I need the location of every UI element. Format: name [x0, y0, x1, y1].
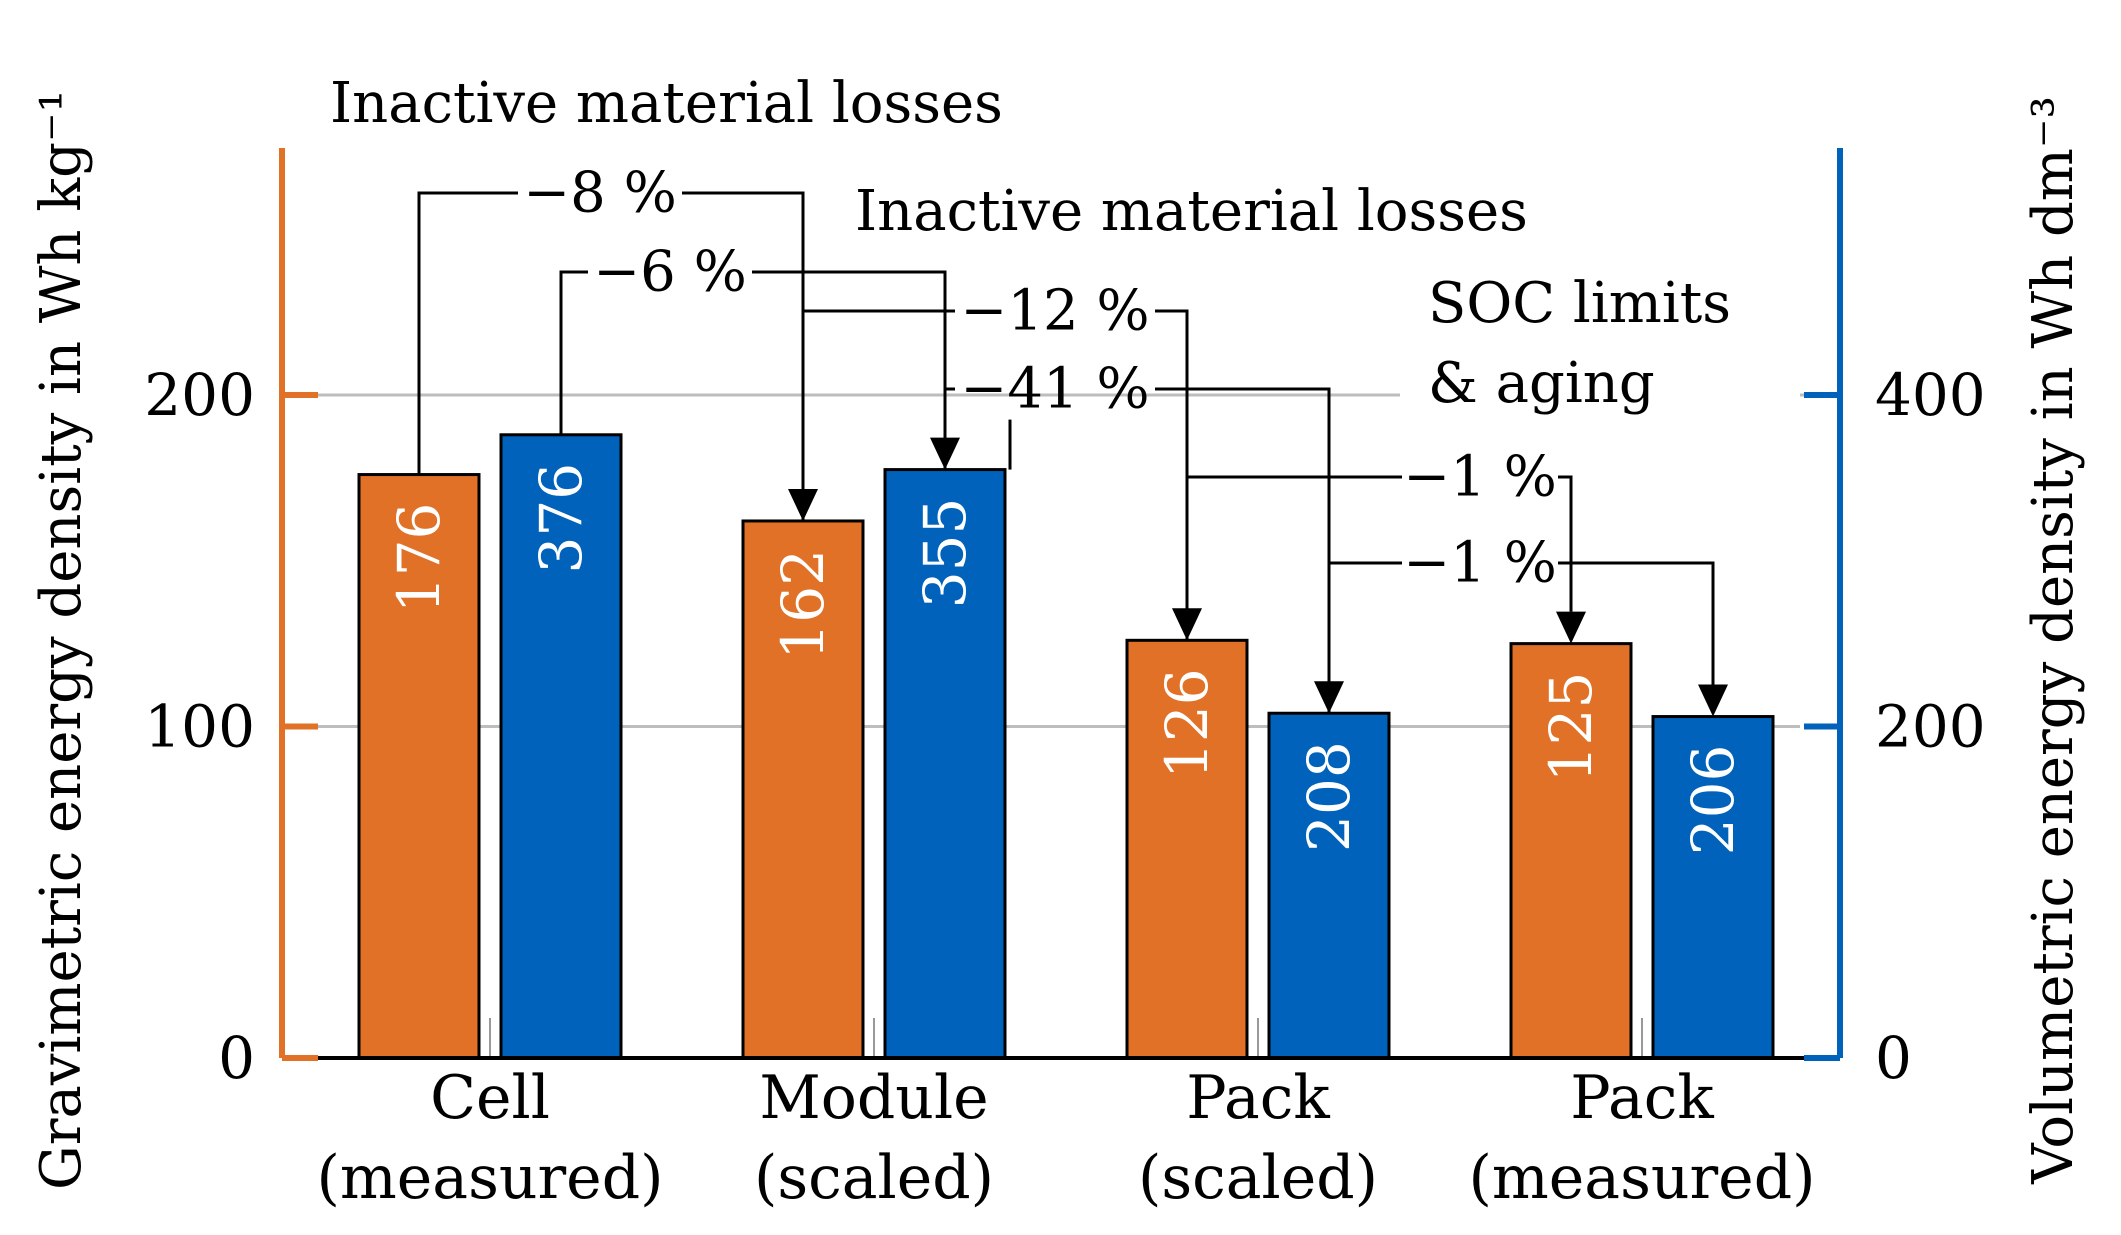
right-tick-label: 200 — [1875, 693, 1986, 761]
chart-text: 176 162 126 125 376 355 208 206 0 100 200 0 200 400 Ce… — [29, 71, 2086, 1213]
bar-value-label: 376 — [527, 463, 595, 574]
change-label: −41 % — [960, 357, 1149, 422]
right-tick-label: 400 — [1875, 361, 1986, 429]
arrow-line — [1558, 475, 1573, 612]
category-label: (scaled) — [754, 1143, 994, 1213]
arrow-line — [943, 387, 955, 470]
change-label: −1 % — [1403, 445, 1557, 510]
category-label: (measured) — [316, 1143, 663, 1213]
arrow-line — [752, 270, 947, 438]
category-label: Pack — [1186, 1063, 1330, 1133]
bar-value-label: 208 — [1295, 741, 1363, 852]
left-tick-label: 100 — [144, 693, 255, 761]
annotation-label: & aging — [1428, 351, 1655, 416]
bar-value-label: 125 — [1537, 672, 1605, 783]
category-label: (scaled) — [1138, 1143, 1378, 1213]
left-tick-label: 200 — [144, 361, 255, 429]
right-axis-title: Volumetric energy density in Wh dm⁻³ — [2021, 96, 2086, 1185]
axes — [279, 148, 1843, 1061]
volumetric-bar — [883, 468, 1007, 1060]
bar-value-label: 176 — [385, 503, 453, 614]
change-arrows — [417, 191, 1728, 717]
arrow-line — [1155, 309, 1189, 609]
category-label: Pack — [1570, 1063, 1714, 1133]
category-label: (measured) — [1468, 1143, 1815, 1213]
annotation-label: Inactive material losses — [855, 179, 1528, 244]
bar-value-label: 162 — [769, 549, 837, 660]
volumetric-bar — [499, 433, 623, 1060]
left-tick-label: 0 — [218, 1024, 255, 1092]
arrow-line — [682, 191, 805, 489]
arrow-line — [1155, 387, 1331, 682]
arrow-line — [1185, 475, 1402, 641]
change-label: −1 % — [1403, 531, 1557, 596]
arrow-line — [1327, 561, 1402, 714]
category-label: Cell — [430, 1063, 550, 1133]
volumetric-bar — [1651, 715, 1775, 1060]
category-label: Module — [759, 1063, 988, 1133]
bar-value-label: 206 — [1679, 745, 1747, 856]
annotation-label: Inactive material losses — [330, 71, 1003, 136]
left-axis-title: Gravimetric energy density in Wh kg⁻¹ — [29, 90, 94, 1190]
change-label: −12 % — [960, 279, 1149, 344]
arrow-head — [1698, 684, 1728, 717]
change-label: −6 % — [593, 240, 747, 305]
gravimetric-bar — [357, 473, 481, 1060]
arrow-line — [417, 191, 518, 475]
arrow-line — [801, 309, 955, 521]
volumetric-bar — [1267, 711, 1391, 1060]
arrow-line — [559, 270, 588, 435]
change-label: −8 % — [523, 161, 677, 226]
arrow-line — [1558, 561, 1715, 685]
right-tick-label: 0 — [1875, 1024, 1912, 1092]
arrow-head — [1556, 611, 1586, 644]
annotation-label: SOC limits — [1428, 271, 1731, 336]
bar-value-label: 126 — [1153, 668, 1221, 779]
bar-value-label: 355 — [911, 498, 979, 609]
